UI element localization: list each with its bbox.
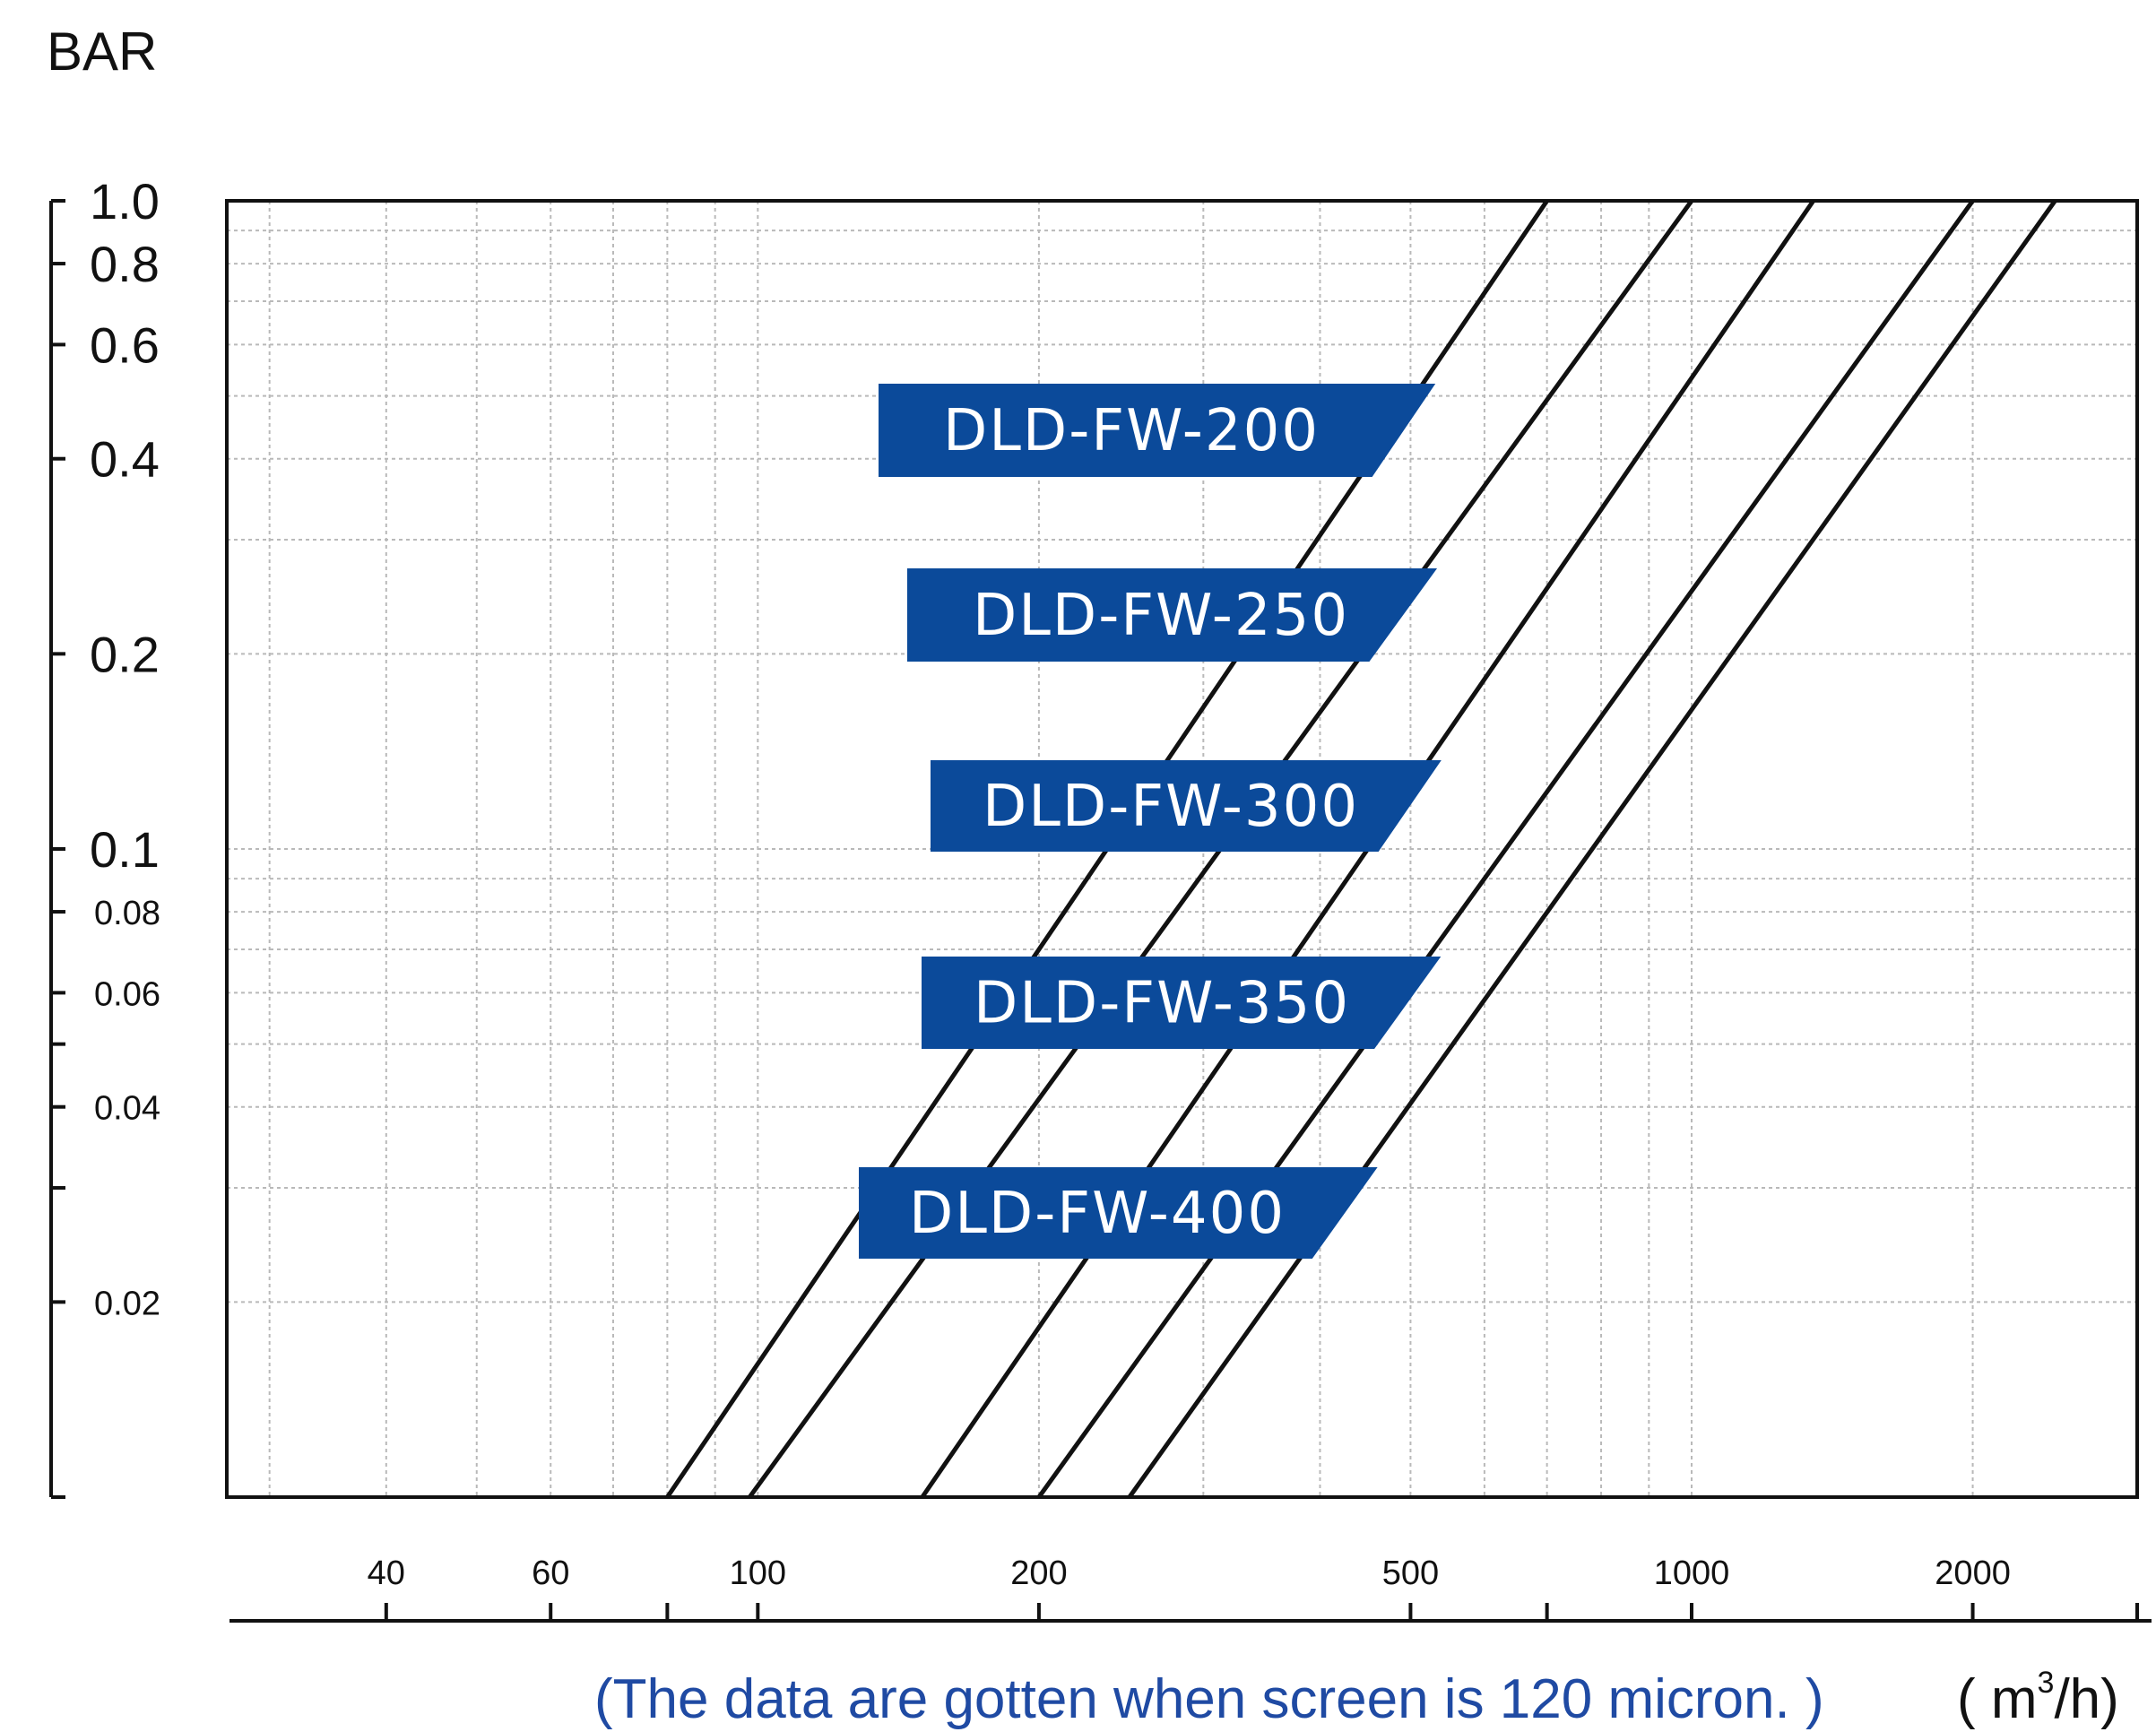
- series-line: [1127, 199, 2057, 1499]
- plot-frame: [225, 199, 2139, 1499]
- series-label-tag: [879, 384, 1436, 477]
- y-axis-title: BAR: [47, 22, 157, 82]
- y-tick-label: 0.8: [90, 236, 160, 292]
- x-tick-label: 500: [1382, 1554, 1439, 1592]
- y-tick-label: 0.02: [94, 1285, 160, 1322]
- y-tick-label: 0.2: [90, 626, 160, 682]
- series-label-text: DLD-FW-250: [973, 583, 1349, 649]
- x-tick-label: 200: [1010, 1554, 1067, 1592]
- unit-label: ( m3/h): [1957, 1666, 2119, 1730]
- y-tick-label: 0.1: [90, 821, 160, 878]
- series-label-tag: [859, 1167, 1378, 1259]
- series-label-tag: [907, 568, 1438, 662]
- x-tick-label: 1000: [1654, 1554, 1730, 1592]
- series-label-text: DLD-FW-400: [909, 1181, 1286, 1247]
- x-tick-label: 100: [730, 1554, 786, 1592]
- x-tick-label: 40: [368, 1554, 405, 1592]
- y-tick-label: 0.4: [90, 431, 160, 488]
- series-label-tag: [922, 957, 1442, 1049]
- unit-close: /h): [2054, 1668, 2118, 1730]
- y-tick-label: 0.06: [94, 975, 160, 1013]
- y-tick-label: 0.08: [94, 895, 160, 932]
- unit-open: ( m: [1957, 1668, 2038, 1730]
- series-label-text: DLD-FW-200: [943, 398, 1320, 464]
- unit-superscript: 3: [2038, 1666, 2055, 1700]
- footnote: (The data are gotten when screen is 120 …: [594, 1668, 1824, 1730]
- series-label-text: DLD-FW-300: [983, 774, 1359, 840]
- y-tick-label: 0.6: [90, 316, 160, 373]
- y-axis: 1.0 0.8 0.6 0.4 0.2 0.1 0.08 0.06 0.04 0.02: [49, 173, 160, 1499]
- y-tick-label: 1.0: [90, 173, 160, 229]
- x-tick-label: 2000: [1935, 1554, 2011, 1592]
- series-labels: DLD-FW-200 DLD-FW-250 DLD-FW-300 DLD-FW-350…: [859, 384, 1442, 1259]
- series-label-tag: [931, 760, 1442, 852]
- y-tick-label: 0.04: [94, 1090, 160, 1128]
- series-label-text: DLD-FW-350: [974, 971, 1350, 1037]
- x-tick-label: 60: [532, 1554, 569, 1592]
- series-line: [1036, 199, 1975, 1499]
- x-axis: 40 60 100 200 500 1000 2000: [229, 1554, 2152, 1623]
